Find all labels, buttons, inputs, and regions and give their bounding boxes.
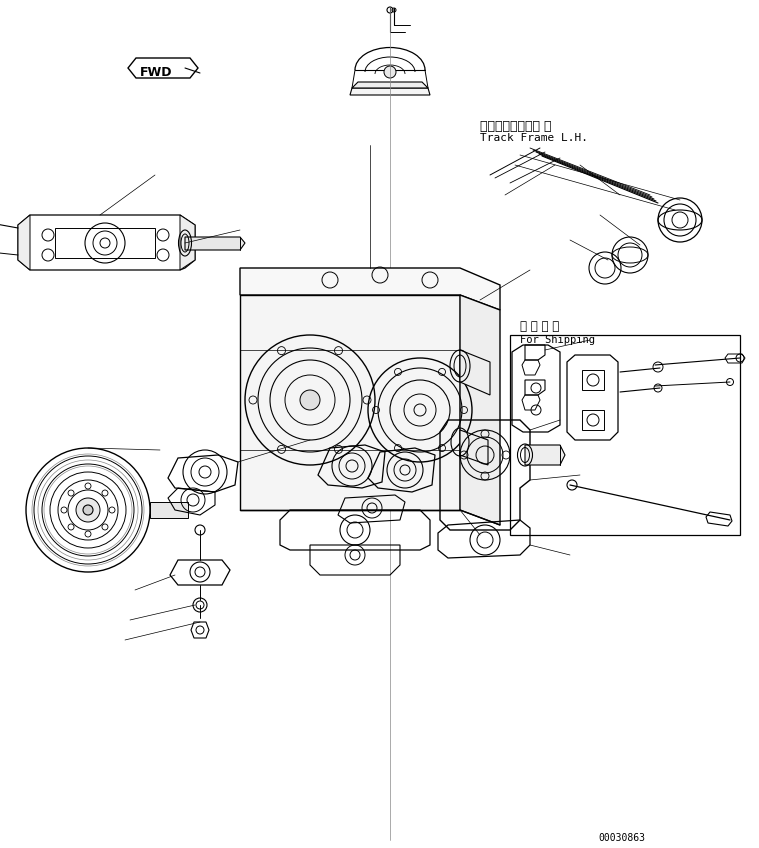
- Polygon shape: [460, 350, 490, 395]
- Circle shape: [384, 66, 396, 78]
- Bar: [510, 335, 740, 535]
- Polygon shape: [350, 88, 430, 95]
- Polygon shape: [525, 445, 565, 465]
- Polygon shape: [240, 268, 500, 310]
- Text: For Shipping: For Shipping: [520, 335, 595, 345]
- Text: トラックフレーム 左: トラックフレーム 左: [480, 120, 552, 133]
- Polygon shape: [460, 295, 500, 525]
- Text: 連 携 部 品: 連 携 部 品: [520, 320, 559, 333]
- Circle shape: [83, 505, 93, 515]
- Polygon shape: [352, 82, 428, 88]
- Polygon shape: [18, 215, 30, 270]
- Text: Track Frame L.H.: Track Frame L.H.: [480, 133, 588, 143]
- Polygon shape: [240, 295, 460, 510]
- Polygon shape: [150, 502, 188, 518]
- Polygon shape: [180, 215, 195, 270]
- Polygon shape: [185, 237, 245, 250]
- Circle shape: [300, 390, 320, 410]
- Text: FWD: FWD: [140, 65, 172, 79]
- Polygon shape: [460, 430, 488, 465]
- Circle shape: [76, 498, 100, 522]
- Text: 00030863: 00030863: [598, 833, 645, 843]
